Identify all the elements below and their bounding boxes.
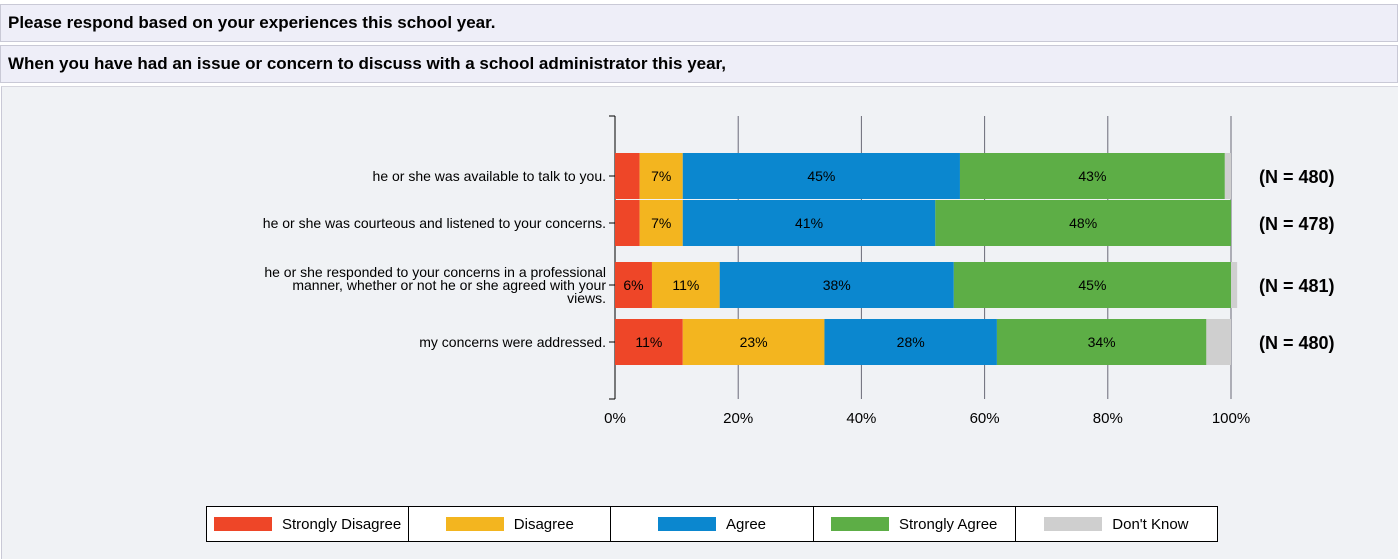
bar-segment xyxy=(639,200,683,246)
legend-swatch xyxy=(213,517,272,531)
category-label: views. xyxy=(567,290,606,306)
chart-legend: Strongly Disagree Disagree Agree Strongly A… xyxy=(206,506,1218,542)
bar-segment xyxy=(639,153,683,199)
bar-segment xyxy=(935,200,1231,246)
legend-swatch xyxy=(831,517,889,531)
chart-panel: 0% 20% 40% 60% 80% 100% he or she was availabl… xyxy=(1,86,1398,559)
bar-segment xyxy=(615,200,640,246)
data-label: 41% xyxy=(795,215,823,231)
stacked-bar-chart: 0% 20% 40% 60% 80% 100% he or she was availabl… xyxy=(263,115,1335,427)
x-tick-label: 40% xyxy=(846,410,876,427)
question-header: When you have had an issue or concern to… xyxy=(0,45,1398,83)
data-label: 11% xyxy=(635,334,662,350)
legend-item: Strongly Disagree xyxy=(207,507,410,541)
n-count-label: (N = 480) xyxy=(1259,333,1335,353)
legend-label: Strongly Agree xyxy=(899,515,998,533)
bar-segment xyxy=(1206,319,1231,365)
data-label: 45% xyxy=(1078,277,1106,293)
x-tick-label: 60% xyxy=(970,410,1000,427)
data-label: 28% xyxy=(897,334,925,350)
data-label: 11% xyxy=(672,277,699,293)
data-label: 48% xyxy=(1069,215,1097,231)
data-label: 43% xyxy=(1078,168,1106,184)
instruction-header: Please respond based on your experiences… xyxy=(0,4,1398,42)
data-label: 7% xyxy=(651,168,671,184)
bar-segment xyxy=(682,319,825,365)
category-label: he or she responded to your concerns in … xyxy=(264,264,606,280)
legend-label: Strongly Disagree xyxy=(281,515,402,533)
bar-segment xyxy=(953,262,1231,308)
category-label: he or she was courteous and listened to … xyxy=(263,215,606,231)
x-tick-label: 80% xyxy=(1093,410,1123,427)
category-label: my concerns were addressed. xyxy=(419,334,606,350)
legend-label: Don't Know xyxy=(1112,515,1189,533)
bar-segment xyxy=(615,262,652,308)
bar-segment xyxy=(682,153,960,199)
data-label: 34% xyxy=(1088,334,1116,350)
data-label: 6% xyxy=(623,277,643,293)
data-label: 45% xyxy=(807,168,835,184)
legend-swatch xyxy=(445,517,504,531)
n-count-label: (N = 481) xyxy=(1259,276,1335,296)
n-count-label: (N = 480) xyxy=(1259,167,1335,187)
bar-segment xyxy=(651,262,720,308)
legend-label: Disagree xyxy=(513,515,574,533)
category-label: he or she was available to talk to you. xyxy=(373,168,606,184)
x-tick-label: 0% xyxy=(604,410,626,427)
legend-item: Agree xyxy=(611,507,814,541)
category-label: manner, whether or not he or she agreed … xyxy=(292,277,606,293)
bar-segment xyxy=(996,319,1207,365)
legend-item: Disagree xyxy=(409,507,612,541)
data-label: 23% xyxy=(740,334,768,350)
legend-label: Agree xyxy=(725,515,767,533)
data-label: 38% xyxy=(823,277,851,293)
bar-segment xyxy=(959,153,1225,199)
bar-segment xyxy=(615,153,640,199)
bar-segment xyxy=(1231,262,1238,308)
legend-item: Strongly Agree xyxy=(814,507,1016,541)
legend-swatch xyxy=(657,517,716,531)
bar-segment xyxy=(719,262,954,308)
legend-item: Don't Know xyxy=(1016,507,1217,541)
x-tick-label: 20% xyxy=(723,410,753,427)
n-count-label: (N = 478) xyxy=(1259,214,1335,234)
bar-segment xyxy=(824,319,997,365)
bar-segment xyxy=(1224,153,1231,199)
data-label: 7% xyxy=(651,215,671,231)
legend-swatch xyxy=(1044,517,1103,531)
x-tick-label: 100% xyxy=(1212,410,1250,427)
bar-segment xyxy=(615,319,683,365)
bar-segment xyxy=(682,200,936,246)
